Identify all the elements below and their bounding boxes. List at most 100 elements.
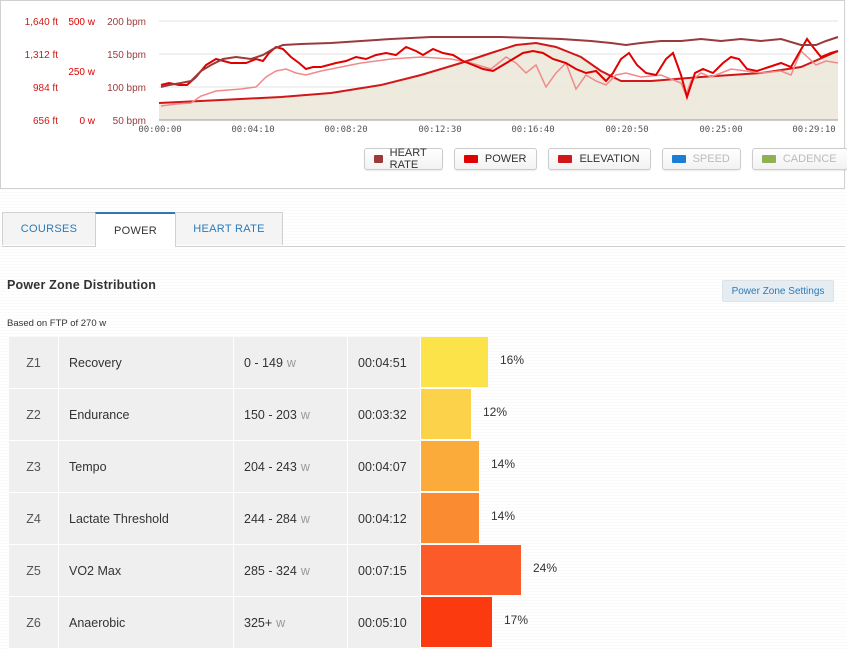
- legend-label: POWER: [484, 153, 527, 165]
- legend-label: CADENCE: [782, 153, 837, 165]
- zone-bar-cell: 16%: [421, 337, 845, 389]
- tab-power[interactable]: POWER: [95, 212, 176, 247]
- power-line-smoothed: [160, 49, 839, 107]
- zone-table: Z1 Recovery 0 - 149 w 00:04:51 16% Z2 End…: [9, 337, 845, 649]
- heart-rate-swatch: [374, 155, 383, 163]
- zone-row: Z4 Lactate Threshold 244 - 284 w 00:04:12…: [9, 493, 845, 545]
- power-tick: 250 w: [68, 67, 95, 78]
- zone-range-unit: w: [286, 355, 296, 370]
- zone-range-value: 0 - 149: [244, 355, 283, 370]
- zone-percent: 14%: [491, 457, 516, 471]
- zone-row: Z1 Recovery 0 - 149 w 00:04:51 16%: [9, 337, 845, 389]
- zone-range: 325+ w: [234, 597, 348, 649]
- zone-range-unit: w: [300, 563, 310, 578]
- zone-bar: [421, 441, 479, 491]
- x-tick: 00:20:50: [605, 125, 648, 135]
- zone-range-value: 244 - 284: [244, 511, 297, 526]
- zone-range-value: 285 - 324: [244, 563, 297, 578]
- elevation-tick: 1,312 ft: [25, 50, 59, 61]
- zone-bar-cell: 17%: [421, 597, 845, 649]
- zone-percent: 16%: [500, 353, 525, 367]
- zone-range-unit: w: [300, 459, 310, 474]
- legend-label: HEART RATE: [389, 147, 427, 171]
- zone-percent: 17%: [504, 613, 529, 627]
- elevation-tick: 656 ft: [33, 116, 58, 127]
- zone-id: Z4: [9, 493, 59, 545]
- heart-rate-tick: 150 bpm: [107, 50, 146, 61]
- zone-row: Z6 Anaerobic 325+ w 00:05:10 17%: [9, 597, 845, 649]
- x-tick: 00:25:00: [699, 125, 742, 135]
- zone-name: Recovery: [59, 337, 234, 389]
- legend-power-button[interactable]: POWER: [453, 148, 538, 170]
- tab-heart-rate[interactable]: HEART RATE: [175, 212, 283, 245]
- x-tick: 00:16:40: [511, 125, 554, 135]
- zone-name: Tempo: [59, 441, 234, 493]
- zone-range: 0 - 149 w: [234, 337, 348, 389]
- zone-bar: [421, 493, 479, 543]
- ftp-note: Based on FTP of 270 w: [7, 318, 107, 329]
- x-tick: 00:04:10: [231, 125, 274, 135]
- elevation-tick: 1,640 ft: [25, 17, 59, 28]
- power-zone-settings-button[interactable]: Power Zone Settings: [722, 280, 834, 302]
- zone-time: 00:04:51: [348, 337, 421, 389]
- legend-speed-button[interactable]: SPEED: [661, 148, 741, 170]
- legend-heart-rate-button[interactable]: HEART RATE: [364, 147, 443, 171]
- zone-id: Z3: [9, 441, 59, 493]
- tab-courses[interactable]: COURSES: [2, 212, 96, 245]
- heart-rate-tick: 200 bpm: [107, 17, 146, 28]
- legend-cadence-button[interactable]: CADENCE: [751, 148, 847, 170]
- activity-chart[interactable]: 1,640 ft 1,312 ft 984 ft 656 ft 500 w 25…: [1, 1, 846, 190]
- zone-range-value: 204 - 243: [244, 459, 297, 474]
- elevation-tick: 984 ft: [33, 83, 58, 94]
- zone-bar: [421, 597, 492, 647]
- zone-range-value: 325+: [244, 615, 273, 630]
- zone-name: Endurance: [59, 389, 234, 441]
- zone-name: VO2 Max: [59, 545, 234, 597]
- legend-elevation-button[interactable]: ELEVATION: [548, 148, 651, 170]
- zone-range-value: 150 - 203: [244, 407, 297, 422]
- zone-row: Z3 Tempo 204 - 243 w 00:04:07 14%: [9, 441, 845, 493]
- zone-time: 00:05:10: [348, 597, 421, 649]
- tab-label: POWER: [113, 224, 158, 237]
- zone-id: Z2: [9, 389, 59, 441]
- zone-time: 00:04:12: [348, 493, 421, 545]
- chart-legend: HEART RATE POWER ELEVATION SPEED CADENCE: [364, 147, 847, 171]
- x-axis-ticks: 00:00:00 00:04:10 00:08:20 00:12:30 00:1…: [138, 125, 835, 135]
- power-axis: 500 w 250 w 0 w: [68, 17, 95, 127]
- zone-bar-cell: 12%: [421, 389, 845, 441]
- x-tick: 00:29:10: [792, 125, 835, 135]
- legend-label: ELEVATION: [579, 153, 640, 165]
- heart-rate-axis: 200 bpm 150 bpm 100 bpm 50 bpm: [107, 17, 146, 127]
- power-swatch: [463, 155, 478, 163]
- x-tick: 00:08:20: [324, 125, 367, 135]
- heart-rate-tick: 100 bpm: [107, 83, 146, 94]
- heart-rate-line: [160, 36, 839, 88]
- elevation-area: [159, 43, 838, 120]
- elevation-line: [158, 41, 839, 104]
- tab-label: COURSES: [20, 223, 78, 235]
- section-title: Power Zone Distribution: [7, 278, 157, 292]
- zone-bar-cell: 24%: [421, 545, 845, 597]
- power-tick: 500 w: [68, 17, 95, 28]
- zone-range-unit: w: [300, 407, 310, 422]
- zone-bar-cell: 14%: [421, 493, 845, 545]
- zone-time: 00:04:07: [348, 441, 421, 493]
- zone-bar: [421, 337, 488, 387]
- zone-range: 285 - 324 w: [234, 545, 348, 597]
- elevation-axis: 1,640 ft 1,312 ft 984 ft 656 ft: [25, 17, 59, 127]
- zone-percent: 12%: [483, 405, 508, 419]
- zone-time: 00:03:32: [348, 389, 421, 441]
- tab-label: HEART RATE: [193, 223, 265, 235]
- zone-bar-cell: 14%: [421, 441, 845, 493]
- zone-time: 00:07:15: [348, 545, 421, 597]
- zone-range: 244 - 284 w: [234, 493, 348, 545]
- heart-rate-tick: 50 bpm: [113, 116, 146, 127]
- zone-name: Anaerobic: [59, 597, 234, 649]
- zone-name: Lactate Threshold: [59, 493, 234, 545]
- activity-chart-panel: 1,640 ft 1,312 ft 984 ft 656 ft 500 w 25…: [0, 0, 847, 190]
- zone-id: Z5: [9, 545, 59, 597]
- power-tick: 0 w: [79, 116, 95, 127]
- zone-percent: 24%: [533, 561, 558, 575]
- speed-swatch: [671, 155, 686, 163]
- zone-range: 204 - 243 w: [234, 441, 348, 493]
